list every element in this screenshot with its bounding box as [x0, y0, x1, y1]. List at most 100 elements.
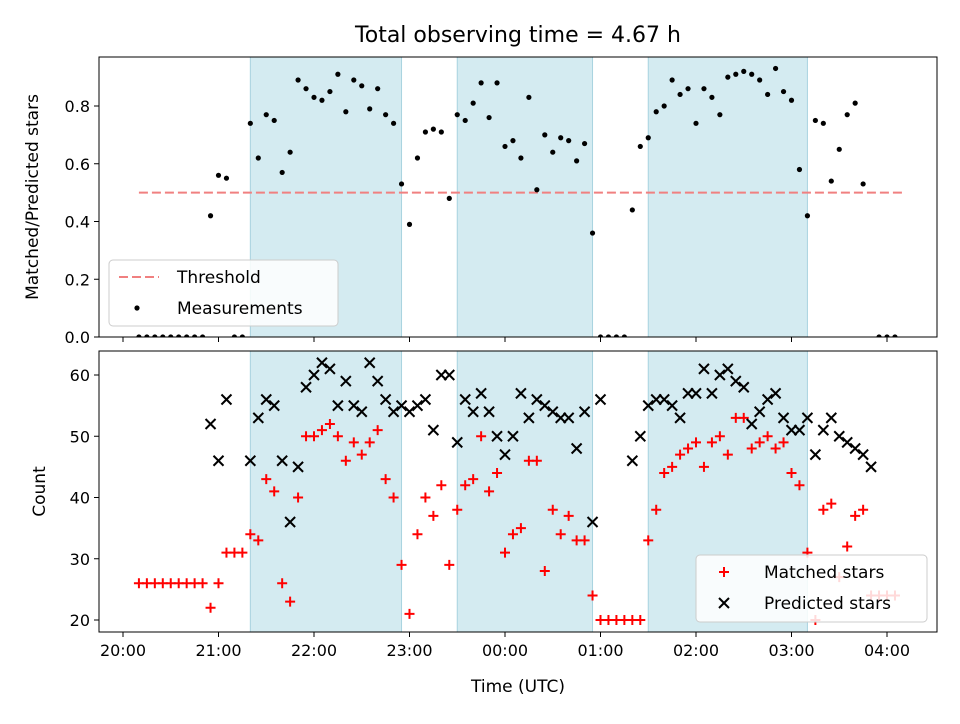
data-point — [383, 112, 389, 118]
data-point — [550, 149, 556, 155]
data-point — [579, 535, 590, 546]
legend-marker — [134, 305, 140, 311]
data-point — [753, 406, 766, 418]
plot-area — [136, 65, 903, 337]
data-point — [438, 129, 444, 135]
data-point — [542, 132, 548, 138]
data-point — [515, 387, 527, 400]
data-point — [356, 449, 367, 460]
data-point — [428, 510, 439, 521]
data-point — [675, 449, 686, 460]
data-point — [327, 88, 333, 95]
x-tick-label: 21:00 — [195, 641, 241, 660]
data-point — [643, 535, 654, 546]
data-point — [371, 375, 384, 387]
data-point — [858, 504, 869, 515]
data-point — [324, 363, 336, 375]
data-point — [645, 135, 651, 141]
data-point — [260, 393, 272, 406]
data-point — [884, 334, 890, 337]
series-measurements — [136, 65, 898, 337]
data-point — [308, 369, 320, 381]
data-point — [507, 529, 518, 540]
data-point — [772, 65, 779, 72]
data-point — [492, 468, 503, 478]
ratio-panel: 0.0 0.2 0.4 0.6 0.8 Matched/Predicted stars Th… — [23, 56, 938, 347]
data-point — [746, 443, 757, 454]
shaded-interval-2 — [456, 350, 594, 633]
data-point — [255, 155, 261, 161]
data-point — [484, 486, 495, 497]
y-tick-label: 0.0 — [65, 328, 90, 347]
data-point — [635, 615, 646, 625]
data-point — [414, 155, 421, 161]
data-point — [367, 106, 373, 112]
data-point — [693, 120, 699, 126]
plot-frame — [98, 350, 938, 633]
data-point — [244, 455, 257, 467]
data-point — [176, 334, 182, 337]
data-point — [578, 406, 591, 418]
data-point — [828, 178, 834, 184]
data-point — [319, 97, 325, 103]
data-point — [412, 529, 423, 540]
y-tick-label: 60 — [70, 366, 90, 385]
data-point — [701, 86, 707, 92]
data-point — [661, 103, 667, 109]
data-point — [375, 86, 381, 92]
data-point — [515, 523, 526, 534]
data-point — [709, 94, 715, 100]
data-point — [586, 516, 599, 528]
data-point — [770, 443, 781, 454]
data-point — [311, 94, 317, 100]
data-point — [629, 207, 635, 213]
legend-box — [695, 554, 928, 623]
y-axis-label: Matched/Predicted stars — [23, 94, 43, 300]
data-point — [269, 486, 280, 497]
data-point — [168, 334, 174, 337]
data-point — [462, 117, 468, 124]
data-point — [478, 80, 484, 86]
data-point — [865, 461, 877, 473]
data-point — [860, 181, 866, 187]
data-point — [722, 363, 734, 375]
x-tick-label: 02:00 — [673, 641, 719, 660]
data-point — [231, 334, 238, 337]
data-point — [152, 334, 158, 337]
data-point — [841, 436, 853, 449]
data-point — [476, 431, 487, 442]
x-tick-label: 04:00 — [864, 641, 910, 660]
data-point — [801, 412, 814, 424]
data-point — [653, 109, 659, 115]
data-point — [741, 68, 747, 74]
data-point — [475, 387, 487, 400]
data-point — [850, 510, 861, 521]
data-point — [215, 172, 222, 178]
data-point — [698, 461, 709, 472]
data-point — [626, 455, 639, 467]
data-point — [547, 406, 559, 418]
data-point — [825, 412, 837, 424]
data-point — [452, 504, 463, 515]
count-panel: 20 30 40 50 60 20:00 21:00 22:00 23:00 00:00 01:00… — [30, 350, 938, 660]
plot-frame — [98, 56, 938, 338]
data-point — [733, 71, 739, 77]
data-point — [406, 221, 413, 227]
data-point — [605, 334, 612, 337]
data-point — [817, 424, 830, 436]
data-point — [245, 529, 256, 540]
data-point — [818, 504, 829, 515]
chart-title: Total observing time = 4.67 h — [354, 23, 681, 48]
data-point — [271, 117, 277, 124]
data-point — [136, 334, 142, 337]
data-point — [794, 480, 805, 491]
data-point — [459, 393, 471, 406]
data-point — [836, 146, 842, 152]
data-point — [332, 399, 344, 412]
data-point — [422, 129, 429, 135]
data-point — [780, 88, 787, 95]
data-point — [531, 455, 542, 466]
data-point — [309, 431, 319, 442]
data-point — [796, 166, 803, 173]
